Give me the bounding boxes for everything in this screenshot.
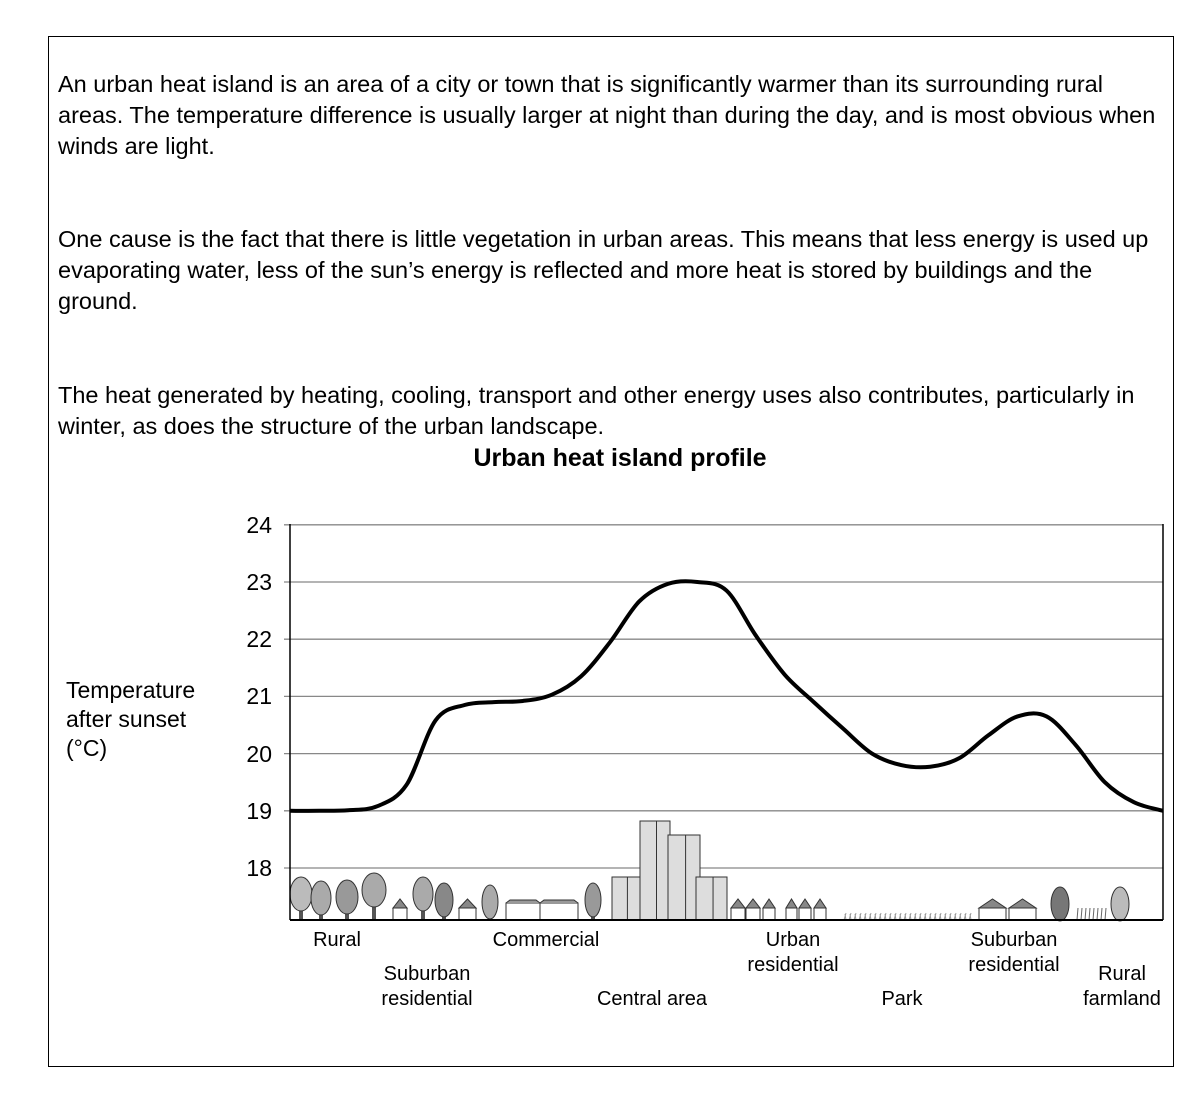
grass-icon xyxy=(948,912,952,921)
house-roof-icon xyxy=(391,898,409,909)
grass-icon xyxy=(878,912,882,921)
house-icon xyxy=(978,907,1007,921)
grass-icon xyxy=(848,912,852,921)
reeds-icon xyxy=(1076,907,1079,921)
x-category-label: Urban residential xyxy=(747,929,839,976)
grass-icon xyxy=(923,912,927,921)
y-tick-label: 24 xyxy=(246,511,272,538)
reeds-icon xyxy=(1104,907,1107,921)
y-tick-label: 22 xyxy=(246,626,272,653)
content-frame xyxy=(48,36,1174,1067)
grass-icon xyxy=(868,912,872,921)
grass-icon xyxy=(933,912,937,921)
house-icon xyxy=(1008,907,1037,921)
grass-icon xyxy=(903,912,907,921)
reeds-icon xyxy=(1088,907,1091,921)
y-tick-label: 18 xyxy=(246,855,272,881)
house-icon xyxy=(730,907,746,921)
grass-icon xyxy=(928,912,932,921)
x-category-label: Rural xyxy=(313,929,361,951)
grass-icon xyxy=(918,912,922,921)
skyscraper-icon xyxy=(695,876,728,921)
grass-icon xyxy=(908,912,912,921)
grass-icon xyxy=(888,912,892,921)
chart-title: Urban heat island profile xyxy=(473,444,767,472)
grass-icon xyxy=(863,912,867,921)
house-icon xyxy=(458,907,477,921)
commercial-building-icon xyxy=(539,902,579,921)
grass-icon xyxy=(938,912,942,921)
house-icon xyxy=(813,907,827,921)
grass-icon xyxy=(958,912,962,921)
y-tick-label: 23 xyxy=(246,569,272,595)
skyscraper-icon xyxy=(611,876,641,921)
grass-icon xyxy=(968,912,972,921)
house-roof-icon xyxy=(977,898,1008,909)
x-category-label: Park xyxy=(881,988,923,1010)
tree-icon xyxy=(361,872,387,908)
reeds-icon xyxy=(1092,907,1095,921)
tree-icon xyxy=(584,882,602,918)
tree-icon xyxy=(1110,886,1130,922)
x-category-label: Central area xyxy=(596,988,708,1010)
x-category-label: Rural farmland xyxy=(1083,963,1161,1010)
grass-icon xyxy=(843,912,847,921)
grass-icon xyxy=(893,912,897,921)
reeds-icon xyxy=(1084,907,1087,921)
skyscraper-icon xyxy=(639,820,671,921)
house-roof-icon xyxy=(785,898,798,909)
skyscraper-icon xyxy=(667,834,701,921)
house-roof-icon xyxy=(744,898,762,909)
reeds-icon xyxy=(1100,907,1103,921)
x-category-label: Commercial xyxy=(492,929,600,951)
house-icon xyxy=(745,907,761,921)
tree-icon xyxy=(310,880,332,916)
grass-icon xyxy=(898,912,902,921)
tree-icon xyxy=(481,884,499,920)
house-roof-icon xyxy=(729,898,747,909)
energy-paragraph: The heat generated by heating, cooling, … xyxy=(58,382,1135,439)
house-roof-icon xyxy=(762,898,776,909)
grass-icon xyxy=(858,912,862,921)
house-icon xyxy=(392,907,408,921)
house-icon xyxy=(762,907,776,921)
grass-icon xyxy=(943,912,947,921)
cause-paragraph: One cause is the fact that there is litt… xyxy=(58,226,1149,314)
house-roof-icon xyxy=(1007,898,1038,909)
grass-icon xyxy=(963,912,967,921)
tree-icon xyxy=(1050,886,1070,922)
y-tick-label: 21 xyxy=(246,683,272,710)
building-roof-icon xyxy=(505,899,541,904)
intro-paragraph: An urban heat island is an area of a cit… xyxy=(58,71,1156,159)
x-category-label: Suburban residential xyxy=(968,929,1060,976)
reeds-icon xyxy=(1080,907,1083,921)
commercial-building-icon xyxy=(505,902,541,921)
grass-icon xyxy=(913,912,917,921)
house-icon xyxy=(798,907,812,921)
tree-icon xyxy=(289,876,313,912)
house-icon xyxy=(785,907,798,921)
landscape-illustration xyxy=(289,820,1130,922)
tree-icon xyxy=(412,876,434,912)
tree-icon xyxy=(335,879,359,915)
house-roof-icon xyxy=(457,898,478,909)
grass-icon xyxy=(883,912,887,921)
reeds-icon xyxy=(1096,907,1099,921)
y-axis-label: Temperature after sunset (°C) xyxy=(66,677,196,761)
grass-icon xyxy=(953,912,957,921)
y-tick-label: 20 xyxy=(246,740,272,767)
grass-icon xyxy=(853,912,857,921)
temperature-curve xyxy=(289,579,1164,813)
grass-icon xyxy=(873,912,877,921)
x-category-label: Suburban residential xyxy=(381,963,473,1010)
building-roof-icon xyxy=(539,899,579,904)
house-roof-icon xyxy=(798,898,812,909)
y-tick-label: 19 xyxy=(246,797,272,824)
house-roof-icon xyxy=(813,898,827,909)
tree-icon xyxy=(434,882,454,918)
